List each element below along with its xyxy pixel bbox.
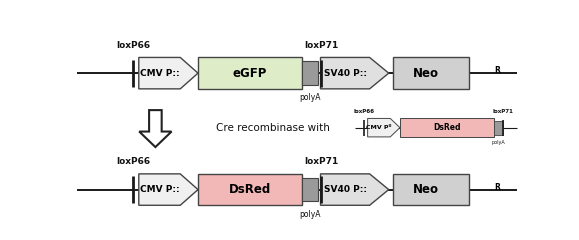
Bar xyxy=(302,178,318,201)
Bar xyxy=(198,174,302,205)
Bar xyxy=(198,57,302,89)
Text: CMV P::: CMV P:: xyxy=(140,69,179,78)
Text: loxP66: loxP66 xyxy=(116,41,150,50)
Bar xyxy=(302,61,318,85)
Text: CMV Pᴵᴵ: CMV Pᴵᴵ xyxy=(366,125,392,130)
Text: loxP71: loxP71 xyxy=(305,157,339,167)
Text: CMV P::: CMV P:: xyxy=(140,185,179,194)
Text: DsRed: DsRed xyxy=(433,123,461,132)
Text: SV40 P::: SV40 P:: xyxy=(324,185,367,194)
Text: eGFP: eGFP xyxy=(233,67,267,80)
Text: Neo: Neo xyxy=(413,183,439,196)
Text: loxP71: loxP71 xyxy=(493,109,514,114)
Text: polyA: polyA xyxy=(299,94,321,102)
Polygon shape xyxy=(139,57,198,89)
Bar xyxy=(393,174,470,205)
Text: DsRed: DsRed xyxy=(229,183,271,196)
Text: polyA: polyA xyxy=(299,210,321,219)
Bar xyxy=(494,121,503,135)
Text: Neo: Neo xyxy=(413,67,439,80)
Text: Cre recombinase with: Cre recombinase with xyxy=(216,123,330,133)
Text: polyA: polyA xyxy=(492,140,505,145)
Polygon shape xyxy=(139,174,198,205)
Text: loxP66: loxP66 xyxy=(354,109,375,114)
Polygon shape xyxy=(368,118,400,137)
Text: R: R xyxy=(494,183,500,192)
Polygon shape xyxy=(321,174,389,205)
Bar xyxy=(393,57,470,89)
Polygon shape xyxy=(139,110,171,147)
Polygon shape xyxy=(321,57,389,89)
Text: loxP71: loxP71 xyxy=(305,41,339,50)
Text: loxP66: loxP66 xyxy=(116,157,150,167)
Text: SV40 P::: SV40 P:: xyxy=(324,69,367,78)
Bar xyxy=(400,118,494,137)
Text: R: R xyxy=(494,66,500,75)
